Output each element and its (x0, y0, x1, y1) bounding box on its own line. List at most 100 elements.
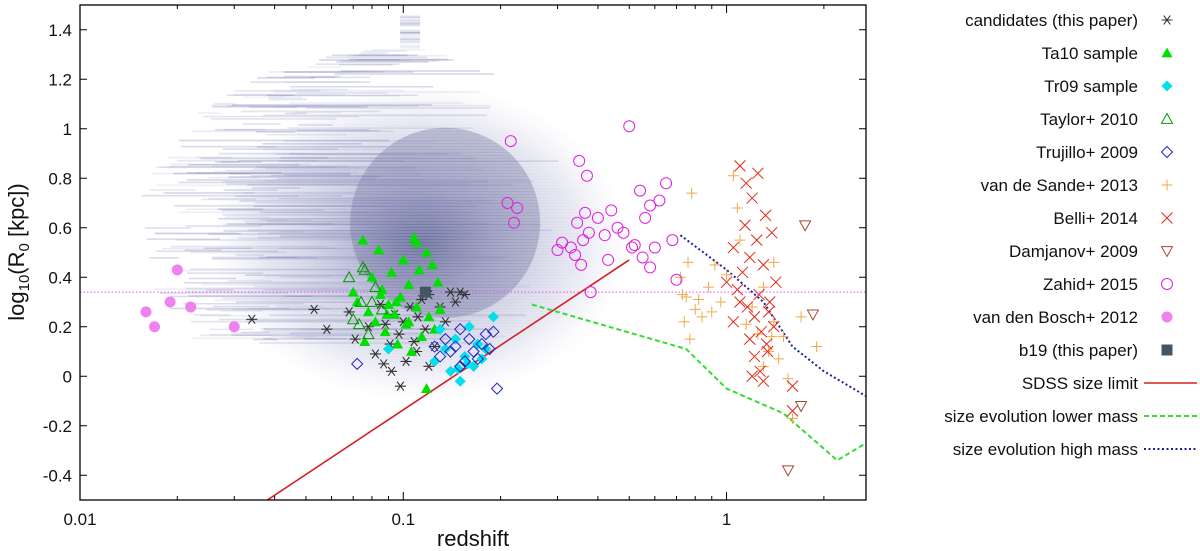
data-point (734, 160, 746, 172)
legend-item: Ta10 sample (1042, 44, 1173, 63)
data-point (740, 318, 752, 330)
data-point (483, 342, 496, 356)
legend-item: Tr09 sample (1044, 77, 1173, 96)
legend-marker (1161, 80, 1173, 92)
y-tick-label: 1.4 (48, 21, 72, 40)
data-point (569, 248, 582, 261)
data-point (365, 295, 379, 307)
data-point (591, 211, 604, 224)
legend-label: van de Sande+ 2013 (981, 176, 1138, 195)
data-point (362, 327, 375, 340)
data-point (397, 254, 409, 265)
data-point (634, 184, 647, 197)
data-point (393, 329, 405, 339)
data-point (185, 301, 197, 313)
data-point (765, 226, 778, 239)
legend-marker (1161, 15, 1173, 25)
data-point (412, 312, 424, 322)
data-point (777, 331, 789, 343)
data-point (369, 280, 382, 293)
data-point (164, 296, 176, 308)
data-point (674, 271, 686, 283)
data-point (626, 241, 639, 254)
data-point (573, 154, 586, 167)
data-point (644, 261, 657, 274)
data-point (479, 327, 493, 341)
data-point (575, 258, 588, 271)
y-axis-label: log10(R0 [kpc]) (4, 183, 33, 321)
data-point (748, 310, 761, 323)
data-point (740, 177, 753, 190)
data-point (746, 370, 759, 383)
data-point (781, 465, 795, 477)
data-point (676, 289, 688, 301)
series-0 (246, 287, 471, 391)
data-point (666, 234, 679, 247)
data-point (351, 296, 363, 307)
y-tick-label: 0.2 (48, 318, 72, 337)
y-tick-label: 0.8 (48, 169, 72, 188)
data-point (386, 266, 398, 277)
data-point (308, 304, 320, 315)
data-point (433, 350, 447, 363)
data-point (374, 289, 386, 299)
data-point (727, 170, 739, 182)
data-point (754, 365, 766, 378)
data-point (736, 266, 749, 279)
data-point (411, 301, 423, 312)
legend-label: size evolution high mass (953, 440, 1138, 459)
legend: candidates (this paper) Ta10 sample Tr09 s… (944, 11, 1197, 459)
legend-label: Tr09 sample (1044, 77, 1138, 96)
data-point (577, 234, 590, 247)
y-tick-label: 0 (63, 367, 72, 386)
legend-label: Belli+ 2014 (1053, 209, 1138, 228)
data-point (715, 296, 727, 308)
data-point (459, 289, 471, 300)
data-point (403, 279, 415, 290)
data-point (602, 253, 615, 266)
data-point (684, 333, 696, 345)
data-point (408, 336, 420, 347)
y-tick-label: -0.4 (43, 466, 72, 485)
legend-marker (1161, 278, 1173, 290)
data-point (346, 312, 360, 325)
data-point (449, 333, 461, 345)
data-point (678, 316, 690, 328)
legend-item: van de Sande+ 2013 (981, 176, 1173, 195)
data-point (475, 337, 489, 351)
data-point (686, 187, 698, 199)
data-point (421, 383, 433, 394)
legend-item: SDSS size limit (1022, 374, 1197, 393)
legend-marker (1160, 246, 1174, 258)
data-point (757, 360, 769, 372)
data-point (580, 169, 593, 182)
legend-label: van den Bosch+ 2012 (973, 308, 1138, 327)
legend-label: b19 (this paper) (1019, 341, 1138, 360)
data-point (369, 316, 381, 327)
data-point (343, 307, 355, 317)
data-point (392, 338, 404, 349)
data-point (757, 259, 770, 271)
legend-marker (1161, 47, 1173, 58)
data-point (362, 306, 374, 317)
density-texture (80, 5, 866, 500)
data-point (359, 336, 371, 346)
data-point (321, 324, 333, 334)
data-point (504, 135, 517, 148)
legend-item: b19 (this paper) (1019, 341, 1173, 360)
data-point (366, 271, 378, 282)
series-line-12 (531, 303, 866, 462)
data-point (453, 323, 467, 336)
data-point (439, 317, 451, 327)
data-point (786, 405, 799, 417)
data-point (755, 325, 768, 338)
data-point (386, 366, 398, 377)
data-point (382, 343, 394, 355)
legend-label: Damjanov+ 2009 (1009, 242, 1138, 261)
data-point (811, 341, 823, 353)
data-point (786, 380, 799, 393)
data-point (480, 343, 492, 355)
data-point (411, 237, 423, 247)
legend-item: Taylor+ 2010 (1040, 110, 1174, 129)
